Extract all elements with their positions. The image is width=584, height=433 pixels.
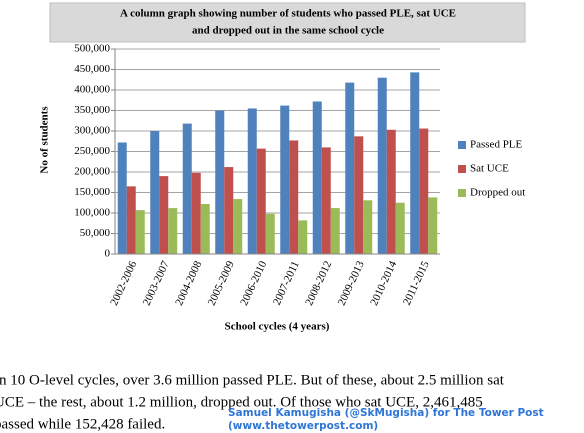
y-tick-label: 450,000 [74,63,110,75]
y-tick-label: 150,000 [74,186,110,198]
bar [363,200,373,254]
credit-line: Samuel Kamugisha (@SkMugisha) for The To… [228,407,544,419]
bar [386,129,396,254]
legend-label: Dropped out [470,187,525,199]
bar [377,77,387,254]
bar [215,110,225,254]
title-box [49,2,526,43]
bar [182,123,192,255]
bar [135,210,145,254]
y-tick-label: 100,000 [74,207,110,219]
bar [200,203,210,254]
y-tick-label: 500,000 [74,43,110,55]
caption-line: UCE – the rest, about 1.2 million, dropp… [0,394,483,410]
chart-title: and dropped out in the same school cycle [192,25,384,37]
x-tick-label: 2004-2008 [173,259,204,308]
bar [150,131,160,254]
bar [410,72,420,255]
bar [191,172,201,254]
y-tick-label: 250,000 [74,145,110,157]
bar [419,128,429,254]
bar [168,208,178,254]
bar [345,82,355,255]
x-tick-label: 2008-2012 [303,259,334,307]
y-axis-title: No of students [39,106,51,174]
bar [395,202,405,254]
y-tick-label: 50,000 [80,227,111,239]
x-tick-label: 2005-2009 [206,259,237,308]
bar [312,101,322,254]
x-tick-label: 2002-2006 [108,259,139,308]
bar [126,186,136,254]
credit-line: (www.thetowerpost.com) [228,420,378,432]
y-tick-label: 0 [105,248,111,260]
y-tick-label: 200,000 [74,166,110,178]
bar [233,199,243,254]
legend-swatch [458,141,466,149]
bar [321,147,331,254]
chart-title: A column graph showing number of student… [120,8,456,20]
x-tick-label: 2006-2010 [238,259,269,308]
x-tick-label: 2011-2015 [401,259,432,307]
bar [280,105,290,254]
bar [224,167,234,254]
y-tick-label: 300,000 [74,125,110,137]
bar [428,197,438,254]
legend-label: Passed PLE [470,139,523,151]
caption-line: In 10 O-level cycles, over 3.6 million p… [0,372,505,388]
bar [298,220,308,254]
bar [330,208,340,254]
x-axis-title: School cycles (4 years) [225,321,330,333]
bar [256,148,266,254]
bar [265,213,275,254]
bar [117,142,127,254]
x-tick-label: 2007-2011 [271,259,302,307]
x-tick-label: 2009-2013 [336,259,367,308]
caption-line: passed while 152,428 failed. [0,416,165,432]
x-tick-label: 2003-2007 [141,259,172,308]
y-tick-label: 400,000 [74,84,110,96]
bar [159,176,169,254]
y-tick-label: 350,000 [74,104,110,116]
legend-label: Sat UCE [470,163,509,175]
legend-swatch [458,189,466,197]
bar [354,136,364,254]
legend-swatch [458,165,466,173]
x-tick-label: 2010-2014 [368,259,399,308]
bar [247,108,257,254]
bar [289,140,299,254]
